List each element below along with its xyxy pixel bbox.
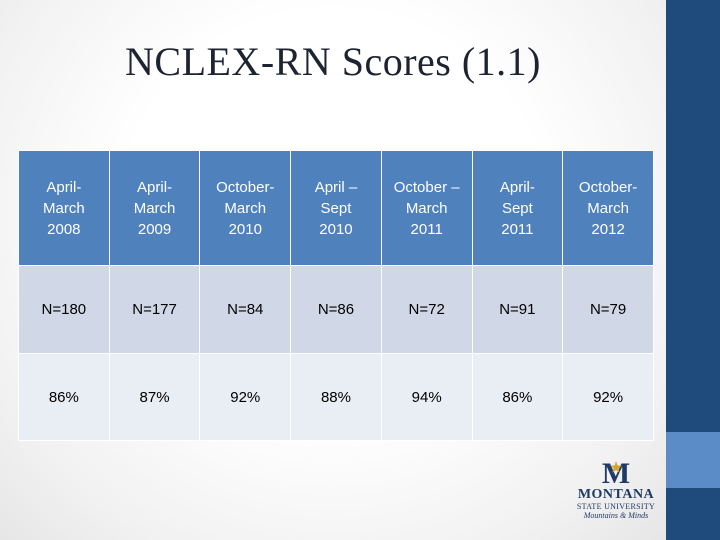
header-line: March [587,199,629,217]
montana-state-logo: ★ M MONTANA STATE UNIVERSITY Mountains &… [566,457,666,535]
table-row-counts: N=180 N=177 N=84 N=86 N=72 N=91 N=79 [18,265,654,354]
header-line: October- [578,178,638,196]
percent-cell: 92% [199,353,292,441]
header-line: 2011 [410,220,443,238]
header-cell: April – Sept 2010 [290,150,382,266]
header-cell: April- March 2008 [18,150,110,266]
header-line: April – [314,178,358,196]
header-line: 2008 [47,220,81,238]
count-cell: N=91 [471,265,564,354]
star-icon: ★ [609,461,623,476]
header-line: Sept [320,199,352,217]
header-line: 2009 [137,220,172,238]
count-cell: N=84 [199,265,292,354]
logo-subname: STATE UNIVERSITY [576,502,656,511]
header-cell: October- March 2010 [199,150,292,266]
count-cell: N=79 [562,265,654,354]
header-line: April- [46,178,82,196]
percent-cell: 87% [108,353,201,441]
logo-letter: M [601,457,631,490]
header-cell: April- March 2009 [108,150,201,266]
header-line: October – [393,178,460,196]
count-cell: N=180 [18,265,110,354]
slide-title: NCLEX-RN Scores (1.1) [125,39,541,84]
count-cell: N=86 [290,265,382,354]
header-line: March [224,199,267,217]
logo-mark: ★ M [601,457,631,490]
header-line: Sept [501,199,533,217]
percent-cell: 86% [18,353,110,441]
header-line: 2012 [591,220,625,238]
count-cell: N=177 [108,265,201,354]
scores-table: April- March 2008 April- March 2009 Octo… [18,150,654,441]
header-cell: April- Sept 2011 [471,150,564,266]
header-line: 2011 [501,220,534,238]
logo-tagline: Mountains & Minds [583,511,649,520]
side-accent-block [666,432,720,488]
table-header-row: April- March 2008 April- March 2009 Octo… [18,150,654,266]
header-line: April- [499,178,535,196]
percent-cell: 86% [471,353,564,441]
logo-name: MONTANA [577,487,655,502]
header-cell: October – March 2011 [380,150,473,266]
header-line: March [43,199,85,217]
percent-cell: 88% [290,353,382,441]
header-cell: October- March 2012 [562,150,654,266]
header-line: 2010 [319,220,353,238]
header-line: March [133,199,176,217]
header-line: March [405,199,448,217]
header-line: October- [216,178,275,196]
header-line: 2010 [228,220,262,238]
count-cell: N=72 [380,265,473,354]
table-row-percents: 86% 87% 92% 88% 94% 86% 92% [18,353,654,441]
header-line: April- [137,178,173,196]
percent-cell: 94% [380,353,473,441]
percent-cell: 92% [562,353,654,441]
